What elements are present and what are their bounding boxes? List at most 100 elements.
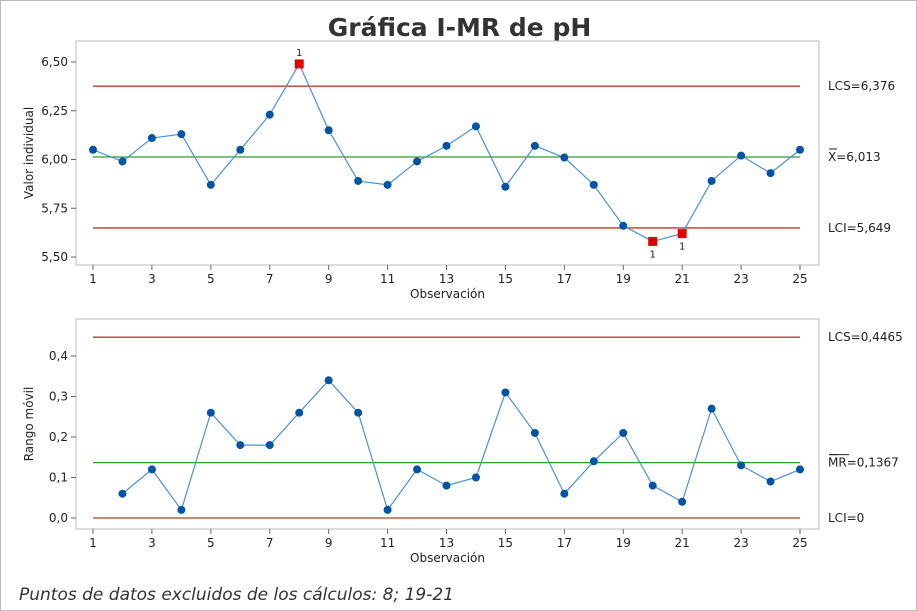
data-point: [413, 157, 422, 166]
x-tick-label: 23: [733, 272, 748, 286]
series-line: [122, 379, 801, 512]
x-tick-label: 25: [792, 536, 807, 550]
data-point: [147, 134, 156, 143]
x-tick-label: 9: [325, 536, 333, 550]
flag-label: 1: [650, 249, 656, 260]
data-point: [383, 505, 392, 514]
x-tick-label: 19: [616, 272, 631, 286]
data-point: [501, 388, 510, 397]
data-point: [796, 145, 804, 154]
y-axis-label: Rango móvil: [22, 387, 36, 462]
data-point: [324, 376, 333, 385]
data-point: [766, 477, 775, 486]
flag-label: 1: [679, 242, 685, 253]
y-tick-label: 0,4: [49, 349, 68, 363]
data-point: [678, 497, 687, 506]
plot-area: [75, 318, 820, 530]
data-point: [530, 141, 539, 150]
data-point: [206, 408, 215, 417]
y-tick-label: 0,0: [49, 511, 68, 525]
data-point: [265, 110, 274, 119]
x-tick-label: 1: [89, 536, 97, 550]
data-point: [354, 176, 363, 185]
y-axis-label: Valor individual: [22, 107, 36, 199]
flagged-point: [677, 229, 687, 239]
data-point: [501, 182, 510, 191]
data-point: [796, 465, 804, 474]
data-point: [442, 141, 451, 150]
data-point: [737, 461, 746, 470]
x-tick-label: 21: [675, 272, 690, 286]
y-tick-label: 6,00: [41, 153, 68, 167]
data-point: [442, 481, 451, 490]
data-point: [619, 428, 628, 437]
excluded-points-note: Puntos de datos excluidos de los cálculo…: [19, 585, 454, 605]
data-point: [707, 404, 716, 413]
x-tick-label: 9: [325, 272, 333, 286]
data-point: [118, 489, 127, 498]
data-point: [648, 481, 657, 490]
x-tick-label: 7: [266, 536, 274, 550]
y-tick-label: 5,50: [41, 250, 68, 264]
x-tick-label: 25: [792, 272, 807, 286]
data-point: [619, 221, 628, 230]
y-tick-label: 0,2: [49, 430, 68, 444]
data-point: [177, 130, 186, 139]
data-point: [707, 176, 716, 185]
data-point: [589, 180, 598, 189]
data-point: [147, 465, 156, 474]
y-tick-label: 0,1: [49, 471, 68, 485]
lcl-label: LCI=5,649: [828, 221, 891, 235]
x-tick-label: 13: [439, 272, 454, 286]
center-label: MR=0,1367: [828, 456, 899, 470]
data-point: [265, 441, 274, 450]
x-tick-label: 15: [498, 272, 513, 286]
y-tick-label: 0,3: [49, 390, 68, 404]
x-tick-label: 1: [89, 272, 97, 286]
ucl-label: LCS=6,376: [828, 79, 895, 93]
y-tick-label: 6,50: [41, 55, 68, 69]
chart-title: Gráfica I-MR de pH: [327, 13, 592, 42]
x-tick-label: 19: [616, 536, 631, 550]
y-tick-label: 5,75: [41, 201, 68, 215]
x-tick-label: 13: [439, 536, 454, 550]
x-axis-label: Observación: [410, 287, 485, 301]
y-tick-label: 6,25: [41, 104, 68, 118]
x-tick-label: 21: [675, 536, 690, 550]
data-point: [177, 505, 186, 514]
x-tick-label: 3: [148, 536, 156, 550]
data-point: [471, 473, 480, 482]
x-tick-label: 7: [266, 272, 274, 286]
data-point: [206, 180, 215, 189]
x-tick-label: 17: [557, 272, 572, 286]
data-point: [737, 151, 746, 160]
flagged-point: [648, 236, 658, 246]
data-point: [589, 457, 598, 466]
x-tick-label: 15: [498, 536, 513, 550]
data-point: [413, 465, 422, 474]
x-tick-label: 11: [380, 536, 395, 550]
data-point: [118, 157, 127, 166]
data-point: [324, 126, 333, 135]
x-tick-label: 17: [557, 536, 572, 550]
data-point: [383, 180, 392, 189]
data-point: [560, 489, 569, 498]
x-tick-label: 5: [207, 536, 215, 550]
x-tick-label: 5: [207, 272, 215, 286]
x-tick-label: 3: [148, 272, 156, 286]
center-label: X=6,013: [828, 150, 881, 164]
x-axis-label: Observación: [410, 551, 485, 565]
data-point: [295, 408, 304, 417]
x-tick-label: 23: [733, 536, 748, 550]
x-tick-label: 11: [380, 272, 395, 286]
data-point: [89, 145, 97, 154]
data-point: [236, 441, 245, 450]
data-point: [236, 145, 245, 154]
flagged-point: [294, 59, 304, 69]
data-point: [530, 428, 539, 437]
data-point: [471, 122, 480, 131]
lcl-label: LCI=0: [828, 511, 864, 525]
data-point: [766, 169, 775, 178]
